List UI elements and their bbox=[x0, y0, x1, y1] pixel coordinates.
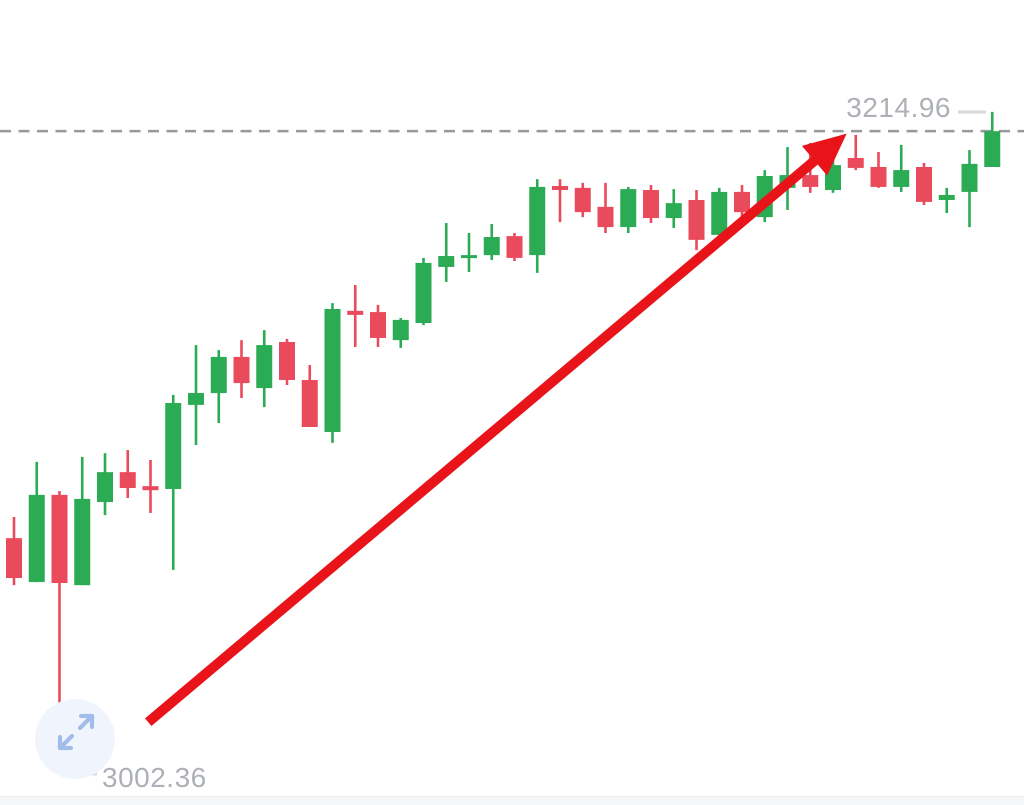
candle bbox=[97, 453, 113, 516]
bottom-sheet-edge bbox=[0, 796, 1024, 805]
candle bbox=[643, 185, 659, 224]
candle bbox=[188, 345, 204, 446]
candle bbox=[28, 461, 45, 583]
candle bbox=[870, 152, 887, 188]
high-price-label: 3214.96 bbox=[846, 92, 951, 123]
candle bbox=[916, 162, 932, 205]
low-price-label: 3002.36 bbox=[102, 762, 207, 793]
candle bbox=[938, 187, 955, 214]
candle bbox=[893, 144, 910, 192]
candle bbox=[210, 350, 227, 423]
candle bbox=[347, 285, 364, 347]
candle bbox=[961, 150, 978, 228]
candle bbox=[74, 456, 91, 586]
candle bbox=[119, 450, 136, 498]
expand-button[interactable] bbox=[30, 693, 122, 785]
candle bbox=[301, 365, 318, 427]
ne-arrow-shaft bbox=[77, 714, 94, 731]
candle bbox=[415, 257, 432, 326]
candle bbox=[734, 185, 750, 219]
candle bbox=[256, 330, 273, 408]
trend-arrow-annotation bbox=[145, 133, 847, 727]
candle bbox=[620, 186, 637, 234]
candle bbox=[370, 304, 386, 347]
candle bbox=[597, 182, 614, 234]
sw-arrow-shaft bbox=[58, 733, 75, 750]
candle bbox=[438, 223, 455, 282]
candle bbox=[688, 190, 705, 251]
expand-icon bbox=[35, 699, 115, 779]
candle bbox=[483, 223, 500, 261]
candle bbox=[279, 338, 295, 385]
candle bbox=[529, 179, 546, 273]
candle bbox=[847, 134, 864, 171]
candle bbox=[506, 233, 523, 262]
candle bbox=[6, 516, 22, 586]
candle bbox=[142, 460, 159, 513]
candle bbox=[665, 189, 682, 229]
candle bbox=[552, 179, 568, 223]
candle bbox=[461, 233, 477, 272]
candle bbox=[711, 187, 728, 240]
candle bbox=[324, 303, 341, 443]
sw-arrow-head bbox=[57, 734, 74, 751]
candle bbox=[574, 182, 591, 218]
candle bbox=[165, 394, 182, 570]
candle bbox=[392, 318, 409, 348]
ne-arrow-head bbox=[78, 713, 95, 730]
candle bbox=[984, 111, 1001, 167]
candle bbox=[233, 340, 250, 399]
